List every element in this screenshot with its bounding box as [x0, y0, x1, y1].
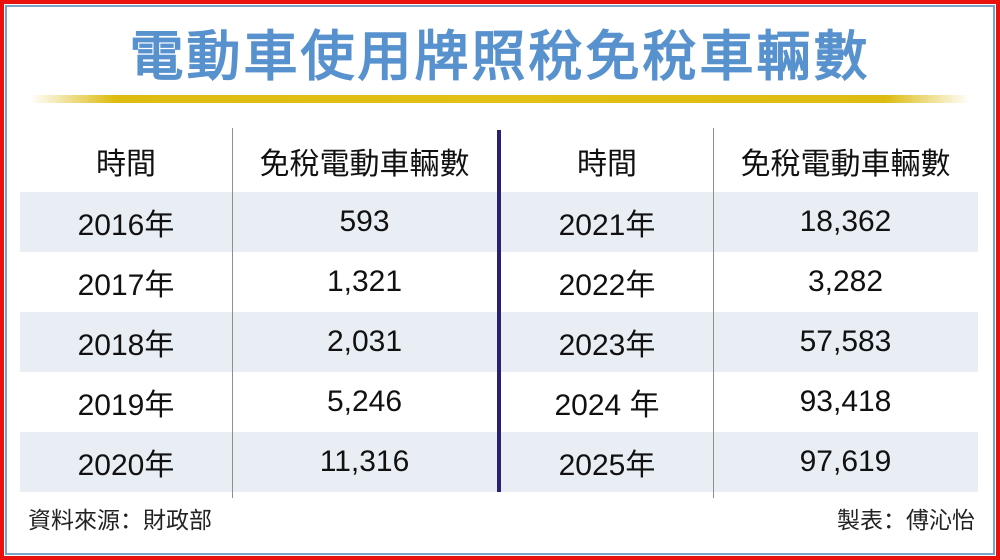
year-cell: 2024 年 — [554, 389, 660, 422]
year-cell: 2017年 — [77, 269, 175, 302]
table-row: 2019年 5,246 2024 年 93,418 — [20, 372, 978, 432]
table-row: 2017年 1,321 2022年 3,282 — [20, 252, 978, 312]
year-cell: 2023年 — [558, 329, 656, 362]
value-cell: 57,583 — [799, 325, 892, 358]
value-cell: 97,619 — [799, 445, 892, 478]
tax-exempt-table: 時間 免稅電動車輛數 時間 免稅電動車輛數 2016年 593 2021年 18… — [20, 128, 978, 498]
data-source-label: 資料來源：財政部 — [28, 507, 212, 533]
value-cell: 93,418 — [799, 385, 892, 418]
year-cell: 2016年 — [77, 209, 175, 242]
gold-divider-rule — [30, 95, 970, 103]
year-cell: 2019年 — [77, 389, 175, 422]
year-cell: 2020年 — [77, 449, 175, 482]
value-cell: 1,321 — [326, 265, 403, 298]
column-header-time-right: 時間 — [577, 148, 637, 181]
year-cell: 2025年 — [558, 449, 656, 482]
right-column-divider — [713, 128, 714, 498]
value-cell: 2,031 — [326, 325, 403, 358]
value-cell: 11,316 — [319, 445, 410, 478]
left-column-divider — [232, 128, 233, 498]
year-cell: 2021年 — [558, 209, 656, 242]
value-cell: 5,246 — [326, 385, 403, 418]
value-cell: 18,362 — [799, 205, 892, 238]
page-title: 電動車使用牌照稅免稅車輛數 — [129, 27, 871, 87]
center-navy-divider — [497, 130, 501, 492]
column-header-count-right: 免稅電動車輛數 — [740, 148, 951, 181]
value-cell: 3,282 — [807, 265, 884, 298]
table-header-row: 時間 免稅電動車輛數 時間 免稅電動車輛數 — [20, 130, 978, 192]
column-header-time-left: 時間 — [96, 148, 156, 181]
year-cell: 2018年 — [77, 329, 175, 362]
value-cell: 593 — [339, 205, 390, 238]
year-cell: 2022年 — [558, 269, 656, 302]
footer: 資料來源：財政部 製表：傅沁怡 — [28, 502, 975, 538]
credit-label: 製表：傅沁怡 — [837, 507, 975, 533]
column-header-count-left: 免稅電動車輛數 — [259, 148, 470, 181]
